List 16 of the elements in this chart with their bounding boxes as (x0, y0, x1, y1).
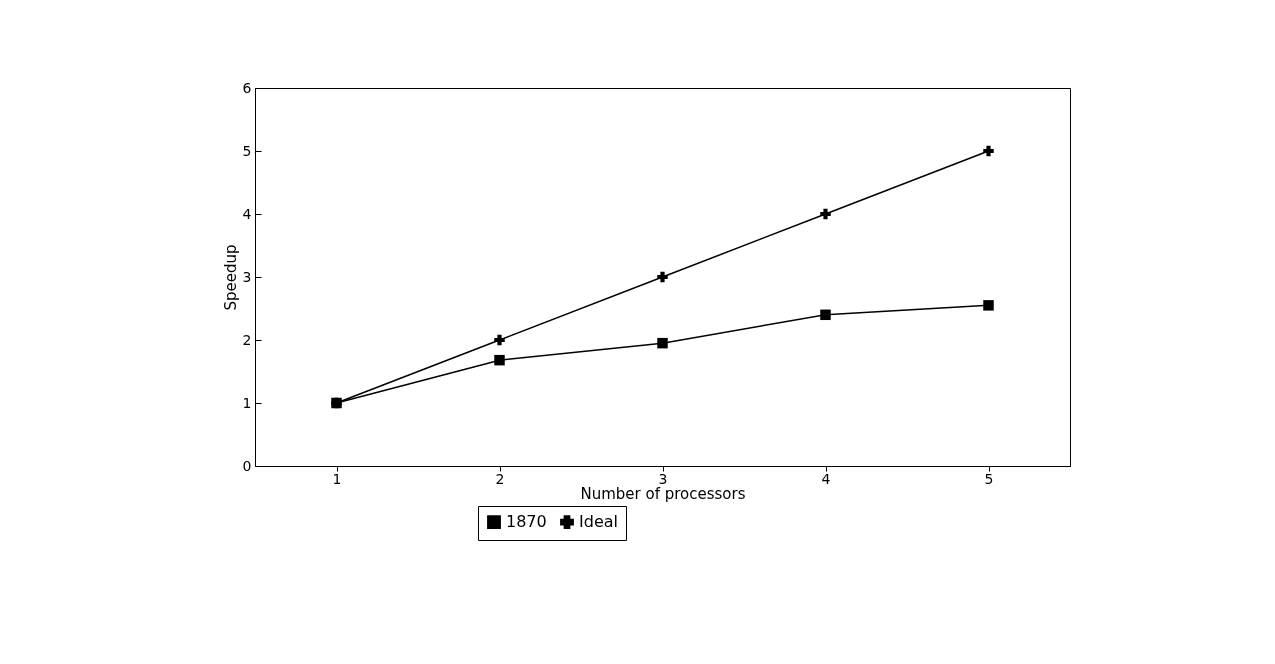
legend-label: 1870 (506, 512, 547, 532)
y-tick-label: 2 (242, 331, 252, 348)
y-tick-label: 5 (242, 142, 252, 159)
y-tick-label: 6 (242, 79, 252, 96)
y-tick-label: 4 (242, 205, 252, 222)
y-tick-label: 1 (242, 394, 252, 411)
x-tick-label: 1 (332, 470, 342, 487)
x-tick-label: 2 (495, 470, 505, 487)
y-tick-label: 0 (242, 457, 252, 474)
x-tick-label: 3 (658, 470, 668, 487)
x-tick-label: 4 (821, 470, 831, 487)
x-tick-label: 5 (984, 470, 994, 487)
legend-label: Ideal (579, 512, 618, 532)
y-axis-title: Speedup (221, 244, 240, 311)
y-tick-label: 3 (242, 268, 252, 285)
x-axis-title: Number of processors (580, 484, 746, 503)
